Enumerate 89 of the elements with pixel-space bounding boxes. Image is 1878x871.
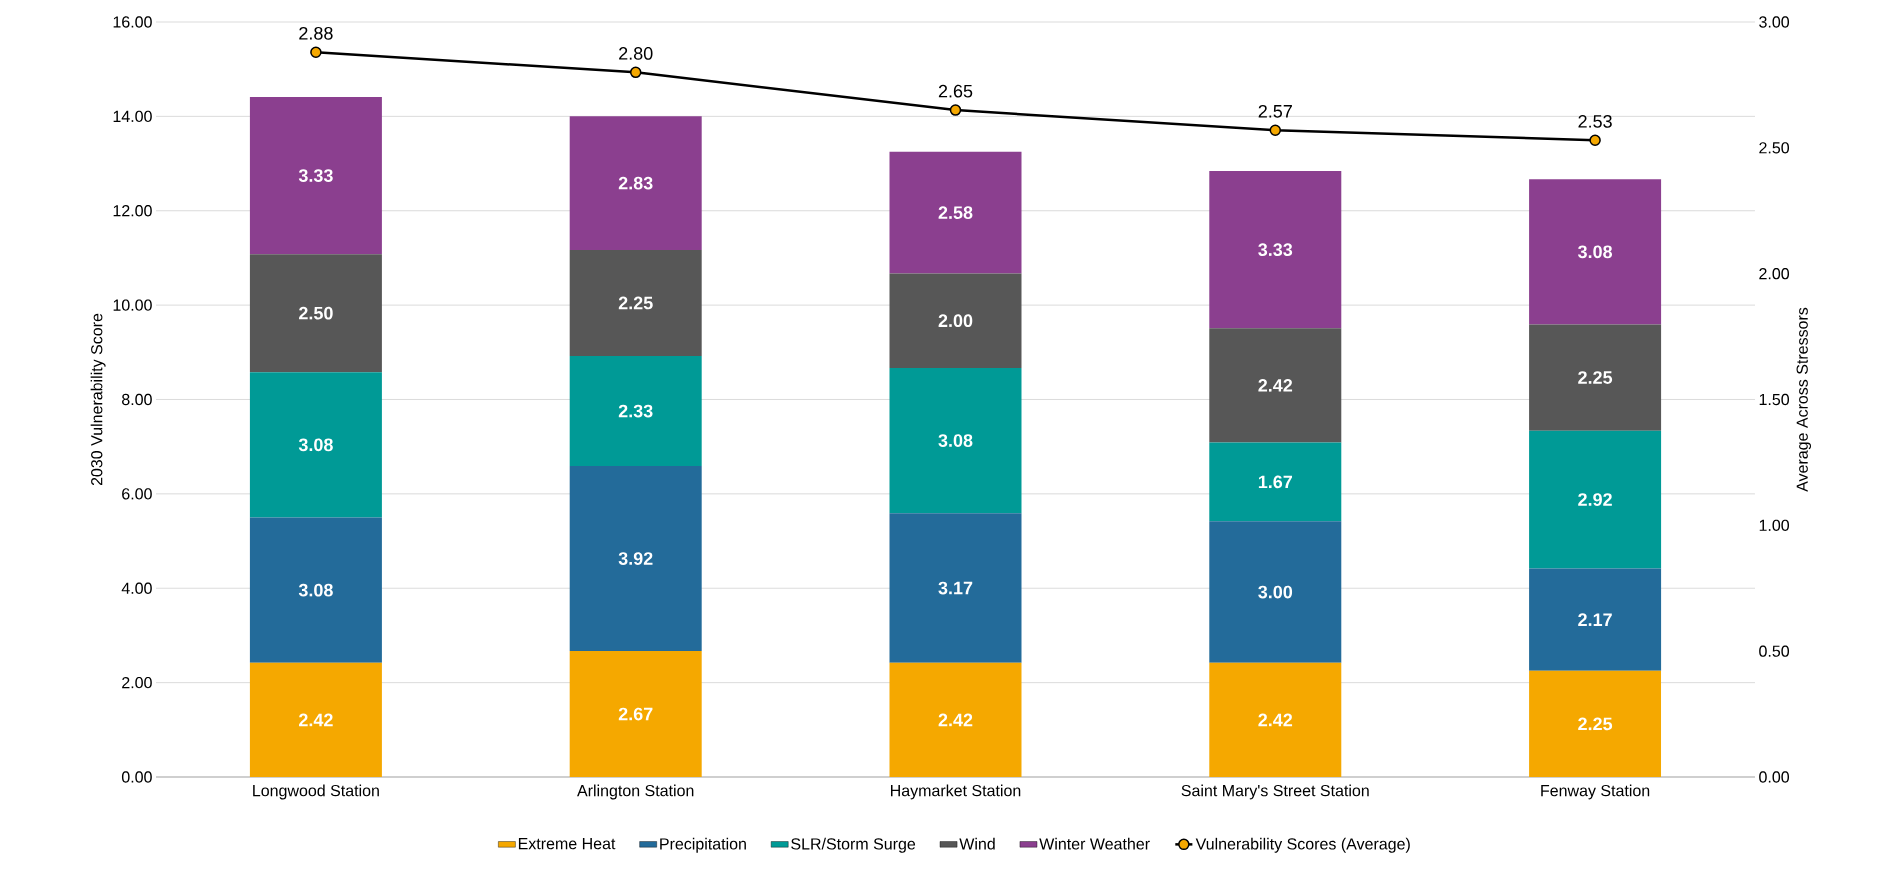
point <box>949 104 962 116</box>
bar <box>249 97 382 255</box>
data-label: 2.83 <box>618 176 653 190</box>
data-label: 2.42 <box>1258 379 1293 392</box>
data-label: 3.08 <box>1577 245 1613 259</box>
legend-label: SLR/Storm Surge <box>791 837 916 853</box>
data-label: 3.33 <box>298 169 333 182</box>
data-label: 2.25 <box>618 296 653 310</box>
bar <box>1209 171 1342 329</box>
data-label: 2.92 <box>1578 493 1612 506</box>
point <box>310 46 322 58</box>
data-label: 2.42 <box>299 713 333 727</box>
data-label: 2.67 <box>618 707 653 721</box>
y-tick-label: 0.00 <box>121 771 152 783</box>
y-tick-label: 16.00 <box>113 16 152 28</box>
bar <box>249 517 382 663</box>
legend-label: Extreme Heat <box>518 838 616 850</box>
data-label: 3.08 <box>938 434 973 447</box>
data-label: 2.58 <box>938 206 973 220</box>
bar <box>249 662 382 777</box>
bar <box>569 249 702 357</box>
data-label: 3.17 <box>938 581 973 595</box>
data-label: 2.80 <box>619 47 653 60</box>
x-tick-label: Haymarket Station <box>891 784 1021 800</box>
data-label: 1.67 <box>1258 475 1293 489</box>
point <box>1269 124 1282 136</box>
x-tick-label: Arlington Station <box>577 784 694 800</box>
bar <box>569 356 702 467</box>
data-label: 2.57 <box>1258 104 1292 118</box>
bar <box>889 662 1022 777</box>
legend-label: Vulnerability Scores (Average) <box>1195 837 1410 853</box>
bar <box>1529 179 1662 325</box>
bar <box>889 367 1022 514</box>
bar <box>1529 324 1662 431</box>
data-label: 2.25 <box>1578 717 1613 731</box>
data-label: 2.53 <box>1578 114 1612 128</box>
data-label: 2.88 <box>299 26 333 40</box>
y2-tick-label: 3.00 <box>1759 16 1790 28</box>
bar <box>249 372 382 518</box>
y-tick-label: 8.00 <box>122 393 152 406</box>
bar <box>1209 442 1342 522</box>
data-label: 3.08 <box>298 583 333 597</box>
y-tick-label: 14.00 <box>113 110 152 123</box>
y2-tick-label: 0.50 <box>1759 645 1790 657</box>
y-tick-label: 12.00 <box>113 205 152 217</box>
data-label: 3.00 <box>1258 585 1293 599</box>
y-tick-label: 4.00 <box>121 582 152 594</box>
bar <box>889 151 1022 274</box>
data-label: 2.33 <box>618 404 653 418</box>
y2-tick-label: 2.50 <box>1759 142 1790 154</box>
legend-label: Precipitation <box>660 837 746 853</box>
y2-tick-label: 2.00 <box>1759 268 1790 280</box>
point <box>1589 134 1601 147</box>
bar <box>569 651 702 777</box>
legend-label: Winter Weather <box>1039 837 1150 850</box>
data-label: 3.33 <box>1258 243 1293 257</box>
bar <box>1209 521 1342 663</box>
y2-tick-label: 1.50 <box>1759 393 1790 406</box>
data-label: 3.08 <box>298 438 333 452</box>
y-tick-label: 2.00 <box>122 676 152 689</box>
legend-label: Wind <box>959 837 995 850</box>
point <box>629 66 642 79</box>
data-label: 2.50 <box>299 306 333 320</box>
y-axis-title: 2030 Vulnerability Score <box>90 313 106 486</box>
bar <box>1529 430 1662 569</box>
data-label: 2.17 <box>1578 613 1612 626</box>
bar <box>1529 568 1662 671</box>
data-label: 2.65 <box>938 84 973 98</box>
data-label: 3.92 <box>618 552 653 565</box>
bar <box>889 273 1022 368</box>
data-label: 2.25 <box>1578 371 1613 384</box>
y-tick-label: 10.00 <box>113 299 152 311</box>
bar <box>249 254 382 373</box>
data-label: 2.42 <box>1258 713 1293 727</box>
bar <box>1529 670 1662 777</box>
x-tick-label: Fenway Station <box>1541 784 1650 800</box>
bar <box>569 466 702 652</box>
x-tick-label: Saint Mary's Street Station <box>1181 784 1369 800</box>
bar <box>889 513 1022 663</box>
bar <box>569 116 702 250</box>
y2-tick-label: 0.00 <box>1759 771 1790 783</box>
bar <box>1209 328 1342 443</box>
bar <box>1209 662 1342 777</box>
data-label: 2.42 <box>938 713 973 727</box>
data-label: 2.00 <box>938 314 973 328</box>
x-tick-label: Longwood Station <box>253 784 379 800</box>
y2-tick-label: 1.00 <box>1759 519 1790 531</box>
y-tick-label: 6.00 <box>122 488 152 500</box>
y2-axis-title: Average Across Stressors <box>1796 307 1812 492</box>
